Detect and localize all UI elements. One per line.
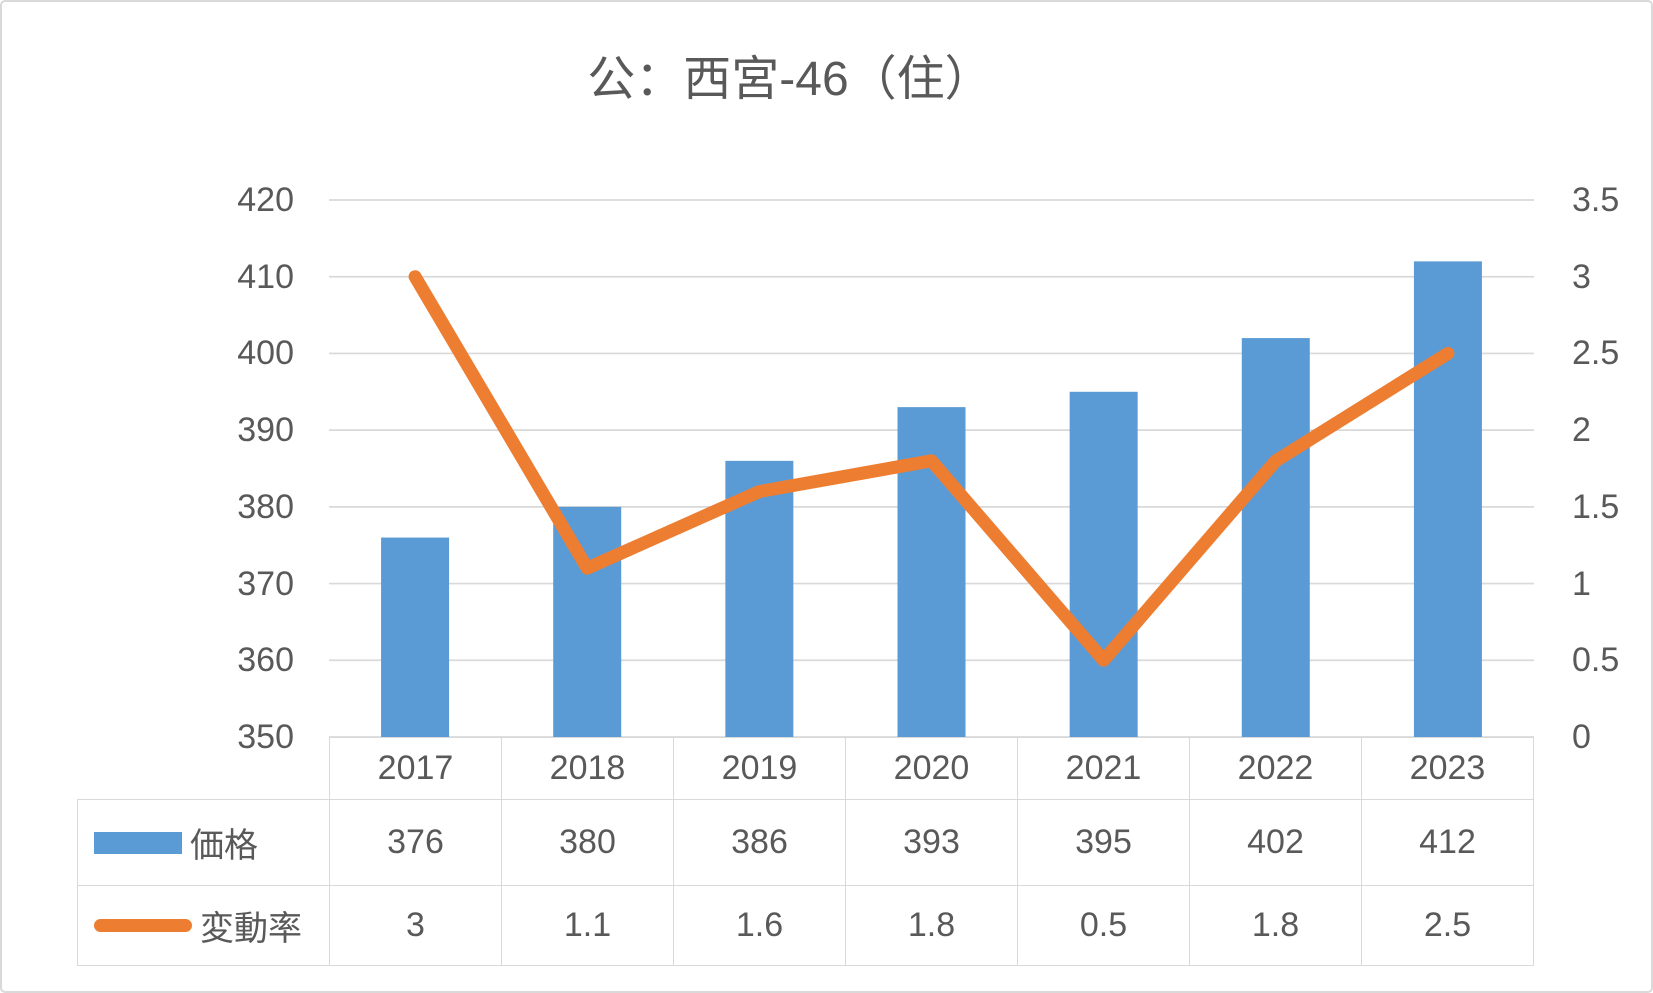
price-legend-swatch-icon [94,831,182,854]
price-value-cell: 380 [501,799,674,886]
rate-legend-cell: 変動率 [77,885,330,966]
year-header-cell: 2021 [1017,737,1190,800]
chart-data-table: 2017 2018 2019 2020 2021 2022 2023 価格 37… [77,737,1534,966]
price-value-cell: 412 [1361,799,1534,886]
table-row-rate: 変動率 3 1.1 1.6 1.8 0.5 1.8 2.5 [77,885,1534,966]
table-row-years: 2017 2018 2019 2020 2021 2022 2023 [78,737,1534,800]
year-header-cell: 2020 [845,737,1018,800]
table-corner-cell [78,738,330,800]
price-value-cell: 376 [329,799,502,886]
rate-value-cell: 1.6 [673,885,846,966]
table-row-price: 価格 376 380 386 393 395 402 412 [77,799,1534,886]
price-value-cell: 393 [845,799,1018,886]
year-header-cell: 2019 [673,737,846,800]
bar-2017 [381,537,450,737]
price-value-cell: 395 [1017,799,1190,886]
rate-value-cell: 1.8 [845,885,1018,966]
chart-title: 公：西宮-46（住） [587,53,993,106]
year-header-cell: 2022 [1189,737,1362,800]
rate-line-series [408,270,1455,667]
bar-2021 [1069,391,1138,737]
bar-2018 [553,506,622,737]
bar-2022 [1241,338,1310,737]
rate-value-cell: 2.5 [1361,885,1534,966]
price-legend-cell: 価格 [77,799,330,886]
bar-2023 [1413,261,1482,737]
rate-legend-label: 変動率 [200,910,302,948]
price-legend-label: 価格 [190,827,258,865]
year-header-cell: 2023 [1361,737,1534,800]
rate-legend-swatch-icon [94,919,192,932]
year-header-cell: 2017 [329,737,502,800]
year-header-cell: 2018 [501,737,674,800]
rate-value-cell: 1.1 [501,885,674,966]
rate-value-cell: 0.5 [1017,885,1190,966]
rate-value-cell: 1.8 [1189,885,1362,966]
rate-value-cell: 3 [329,885,502,966]
price-value-cell: 386 [673,799,846,886]
price-value-cell: 402 [1189,799,1362,886]
